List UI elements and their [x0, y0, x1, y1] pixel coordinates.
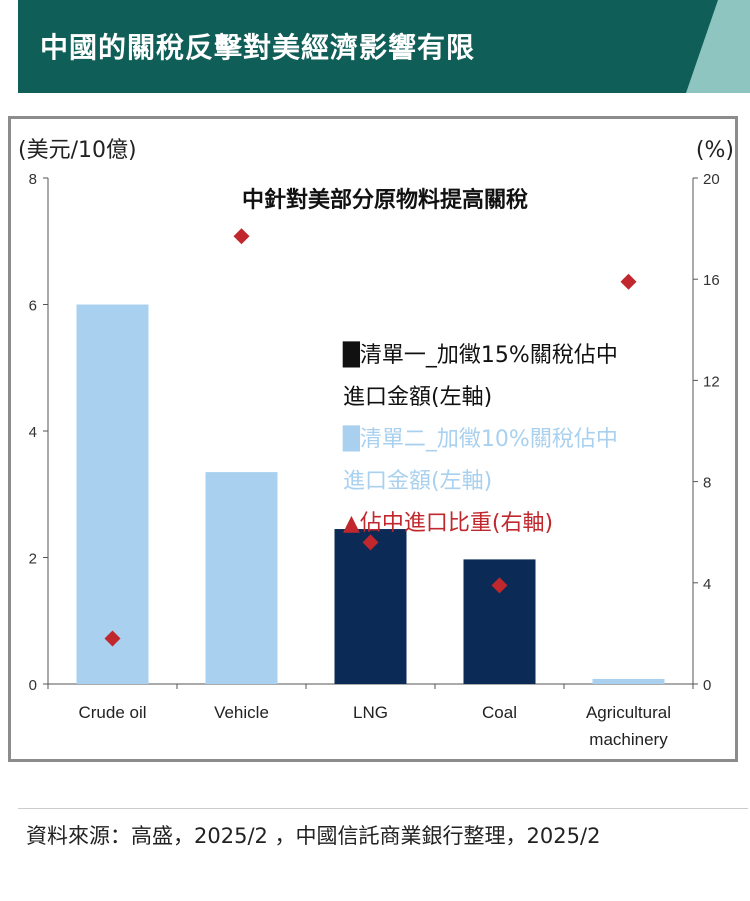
x-tick-label: Vehicle	[214, 703, 269, 722]
left-tick-label: 8	[29, 171, 37, 188]
marker-diamond	[104, 630, 121, 647]
x-tick-label: Coal	[482, 703, 517, 722]
right-axis-unit-label: (%)	[696, 138, 734, 163]
left-axis-unit-label: (美元/10億)	[18, 138, 137, 163]
legend-entry-1-cont: 進口金額(左軸)	[343, 385, 492, 410]
left-tick-label: 4	[29, 424, 37, 441]
legend-entry-2-cont: 進口金額(左軸)	[343, 469, 492, 494]
marker-diamond	[491, 577, 508, 594]
right-tick-label: 20	[703, 171, 720, 188]
chart-title: 中針對美部分原物料提高關稅	[242, 187, 528, 213]
page-title: 中國的關稅反擊對美經濟影響有限	[40, 31, 476, 64]
footer-divider	[18, 808, 748, 809]
x-tick-label: LNG	[353, 703, 388, 722]
left-tick-label: 2	[29, 551, 37, 568]
marker-diamond	[233, 228, 250, 245]
legend-entry-3: ▲佔中進口比重(右軸)	[343, 511, 553, 536]
marker-diamond	[620, 273, 637, 290]
x-tick-label: Agricultural	[586, 703, 671, 722]
right-tick-label: 4	[703, 576, 711, 593]
right-tick-label: 16	[703, 272, 720, 289]
source-note: 資料來源：高盛，2025/2 ，中國信託商業銀行整理，2025/2	[26, 824, 601, 848]
bar-2-1	[76, 304, 149, 684]
bar-1-3	[334, 529, 407, 684]
marker-diamond	[362, 534, 379, 551]
left-tick-label: 6	[29, 298, 37, 315]
legend-entry-2: █清單二_加徵10%關稅佔中	[342, 425, 618, 452]
right-tick-label: 8	[703, 475, 711, 492]
bar-2-2	[205, 472, 278, 684]
header-banner: 中國的關稅反擊對美經濟影響有限	[18, 0, 750, 93]
bar-2-5	[592, 678, 665, 684]
legend-entry-1: █清單一_加徵15%關稅佔中	[342, 341, 618, 368]
left-tick-label: 0	[29, 677, 37, 694]
right-tick-label: 12	[703, 373, 720, 390]
x-tick-label: machinery	[589, 730, 668, 749]
bar-chart: 0 2 4 6 8 0 4 8 12 16 20 (美元/10億) (%) 中針對美部分原物料提高關稅 C…	[18, 138, 734, 749]
header-stripe	[686, 0, 750, 93]
right-tick-label: 0	[703, 677, 711, 694]
x-tick-label: Crude oil	[78, 703, 146, 722]
